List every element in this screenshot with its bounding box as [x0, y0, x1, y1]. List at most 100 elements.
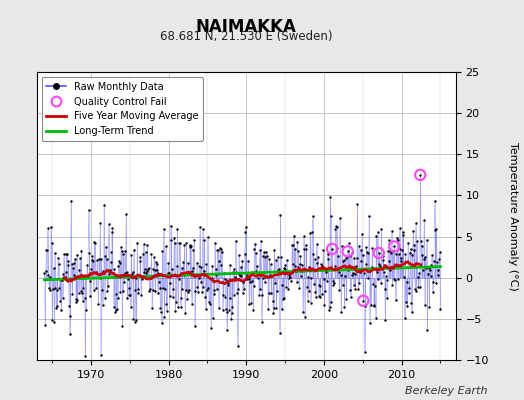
- Point: [383, 295, 391, 302]
- Point: [85, 292, 94, 299]
- Point: [128, 271, 136, 277]
- Point: [281, 262, 290, 268]
- Point: [401, 251, 410, 257]
- Point: [399, 232, 408, 238]
- Point: [402, 299, 410, 306]
- Point: [235, 271, 244, 277]
- Point: [391, 296, 400, 303]
- Point: [356, 269, 364, 275]
- Point: [194, 274, 203, 281]
- Point: [414, 284, 422, 290]
- Point: [130, 319, 139, 326]
- Point: [160, 314, 169, 320]
- Point: [344, 267, 353, 273]
- Point: [376, 263, 384, 269]
- Point: [90, 286, 98, 293]
- Point: [390, 243, 399, 250]
- Point: [191, 288, 200, 294]
- Text: 68.681 N, 21.530 E (Sweden): 68.681 N, 21.530 E (Sweden): [160, 30, 333, 43]
- Point: [365, 212, 373, 219]
- Point: [159, 285, 167, 292]
- Point: [432, 279, 440, 286]
- Point: [433, 259, 441, 266]
- Point: [408, 252, 417, 258]
- Point: [192, 272, 200, 278]
- Point: [152, 258, 160, 265]
- Point: [252, 250, 260, 256]
- Point: [134, 290, 143, 297]
- Point: [72, 298, 80, 305]
- Point: [400, 315, 409, 321]
- Y-axis label: Temperature Anomaly (°C): Temperature Anomaly (°C): [508, 142, 518, 290]
- Point: [344, 248, 352, 254]
- Point: [135, 272, 143, 278]
- Point: [405, 290, 413, 296]
- Point: [55, 285, 63, 292]
- Point: [353, 255, 361, 262]
- Point: [325, 304, 334, 310]
- Point: [196, 224, 204, 230]
- Point: [340, 304, 348, 310]
- Point: [113, 306, 121, 312]
- Point: [82, 307, 90, 314]
- Point: [176, 304, 184, 310]
- Point: [385, 258, 394, 264]
- Point: [380, 269, 388, 275]
- Point: [64, 262, 73, 268]
- Point: [367, 264, 376, 270]
- Point: [284, 286, 292, 292]
- Point: [139, 241, 148, 247]
- Point: [143, 242, 151, 248]
- Point: [143, 268, 151, 274]
- Point: [188, 300, 196, 307]
- Point: [92, 285, 101, 292]
- Point: [63, 251, 71, 257]
- Point: [378, 257, 387, 264]
- Point: [224, 282, 232, 288]
- Text: Berkeley Earth: Berkeley Earth: [405, 386, 487, 396]
- Point: [430, 258, 438, 264]
- Point: [87, 266, 95, 272]
- Point: [219, 292, 227, 299]
- Point: [276, 330, 284, 336]
- Point: [169, 294, 177, 300]
- Point: [156, 284, 164, 291]
- Point: [181, 309, 189, 316]
- Point: [259, 275, 267, 282]
- Point: [237, 264, 245, 271]
- Point: [71, 296, 80, 302]
- Point: [386, 248, 395, 254]
- Point: [90, 239, 99, 245]
- Point: [325, 307, 333, 314]
- Point: [290, 262, 299, 269]
- Point: [265, 290, 273, 296]
- Point: [283, 268, 292, 275]
- Point: [348, 270, 357, 276]
- Point: [430, 198, 439, 204]
- Point: [373, 269, 381, 275]
- Point: [158, 320, 166, 327]
- Point: [331, 263, 339, 270]
- Point: [394, 237, 402, 244]
- Point: [79, 285, 88, 291]
- Point: [280, 295, 288, 301]
- Point: [82, 273, 91, 280]
- Point: [292, 278, 301, 285]
- Point: [198, 289, 206, 295]
- Point: [136, 254, 144, 260]
- Point: [311, 289, 320, 295]
- Point: [216, 262, 225, 268]
- Point: [384, 237, 392, 243]
- Point: [112, 306, 120, 313]
- Point: [185, 287, 193, 293]
- Point: [75, 267, 84, 274]
- Point: [148, 286, 157, 293]
- Point: [54, 254, 62, 261]
- Point: [235, 252, 243, 258]
- Legend: Raw Monthly Data, Quality Control Fail, Five Year Moving Average, Long-Term Tren: Raw Monthly Data, Quality Control Fail, …: [41, 77, 203, 141]
- Point: [246, 272, 254, 278]
- Point: [257, 319, 266, 326]
- Point: [334, 253, 342, 259]
- Point: [434, 267, 443, 273]
- Point: [178, 285, 187, 292]
